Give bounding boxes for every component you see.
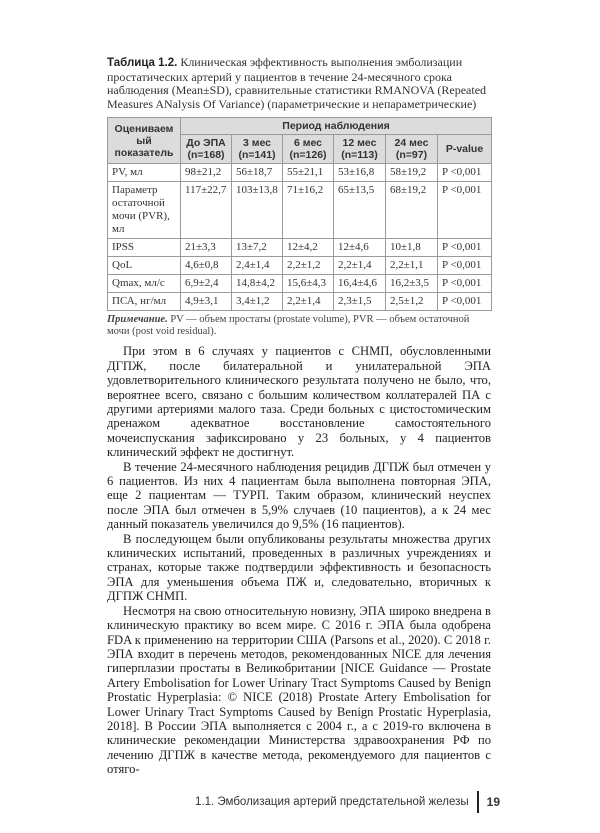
row-label: Qmax, мл/с [107, 274, 181, 294]
table-caption: Таблица 1.2. Клиническая эффективность в… [107, 55, 492, 111]
body-text: При этом в 6 случаях у пациентов с СНМП,… [107, 344, 491, 776]
row-label: QoL [107, 256, 181, 276]
cell-value: 103±13,8 [231, 181, 283, 240]
column-label: 24 мес [394, 137, 429, 150]
note-text: PV — объем простаты (prostate volume), P… [107, 314, 470, 338]
cell-value: 21±3,3 [180, 238, 232, 258]
column-n: (n=97) [395, 149, 428, 162]
header-column: 3 мес (n=141) [231, 134, 283, 165]
cell-value: 14,8±4,2 [231, 274, 283, 294]
cell-value: 15,6±4,3 [282, 274, 334, 294]
column-label: 6 мес [293, 137, 323, 150]
cell-value: 3,4±1,2 [231, 292, 283, 312]
cell-value: 71±16,2 [282, 181, 334, 240]
column-n: (n=113) [341, 149, 378, 162]
cell-pvalue: P <0,001 [436, 292, 493, 312]
cell-value: 55±21,1 [282, 163, 334, 183]
cell-value: 53±16,8 [333, 163, 386, 183]
cell-value: 65±13,5 [333, 181, 386, 240]
cell-value: 2,4±1,4 [231, 256, 283, 276]
table-row: Qmax, мл/с 6,9±2,4 14,8±4,2 15,6±4,3 16,4±4,… [107, 274, 493, 294]
cell-value: 10±1,8 [385, 238, 438, 258]
table-row: QoL 4,6±0,8 2,4±1,4 2,2±1,2 2,2±1,4 2,2±1,1 P … [107, 256, 493, 276]
row-label: IPSS [107, 238, 181, 258]
cell-value: 4,6±0,8 [180, 256, 232, 276]
cell-value: 117±22,7 [180, 181, 232, 240]
header-column: 24 мес (n=97) [385, 134, 438, 165]
column-n: (n=168) [187, 149, 225, 162]
cell-value: 12±4,6 [333, 238, 386, 258]
row-label: ПСА, нг/мл [107, 292, 181, 312]
cell-value: 2,2±1,4 [282, 292, 334, 312]
header-column: До ЭПА (n=168) [180, 134, 232, 165]
cell-pvalue: P <0,001 [436, 181, 493, 240]
column-label: 12 мес [342, 137, 377, 150]
paragraph: Несмотря на свою относительную новизну, … [107, 603, 491, 777]
cell-value: 68±19,2 [385, 181, 438, 240]
header-parameter: Оцениваемый показатель [107, 117, 181, 165]
table-caption-text: Клиническая эффективность выполнения эмб… [107, 55, 487, 111]
cell-value: 2,5±1,2 [385, 292, 438, 312]
column-n: (n=141) [238, 149, 276, 162]
column-n: (n=126) [289, 149, 327, 162]
cell-value: 98±21,2 [180, 163, 232, 183]
paragraph: При этом в 6 случаях у пациентов с СНМП,… [107, 344, 491, 460]
cell-value: 2,2±1,4 [333, 256, 386, 276]
cell-value: 6,9±2,4 [180, 274, 232, 294]
cell-value: 2,2±1,2 [282, 256, 334, 276]
table-caption-label: Таблица 1.2. [107, 57, 178, 69]
column-label: До ЭПА [186, 137, 226, 150]
cell-value: 12±4,2 [282, 238, 334, 258]
row-label: Параметр остаточной мочи (PVR), мл [107, 181, 181, 240]
table-row: IPSS 21±3,3 13±7,2 12±4,2 12±4,6 10±1,8 P <0,0… [107, 238, 493, 258]
footer-divider [476, 790, 479, 813]
cell-value: 13±7,2 [231, 238, 283, 258]
header-column: 6 мес (n=126) [282, 134, 334, 165]
cell-value: 4,9±3,1 [180, 292, 232, 312]
table-row: ПСА, нг/мл 4,9±3,1 3,4±1,2 2,2±1,4 2,3±1,5 2,… [107, 292, 493, 312]
cell-pvalue: P <0,001 [436, 256, 493, 276]
column-label: 3 мес [242, 137, 272, 150]
cell-value: 16,4±4,6 [333, 274, 386, 294]
table-row: Параметр остаточной мочи (PVR), мл 117±22… [107, 181, 493, 240]
cell-value: 16,2±3,5 [385, 274, 438, 294]
paragraph: В течение 24-месячного наблюдения рециди… [107, 459, 491, 532]
results-table: Оцениваемый показатель Период наблюдения… [107, 117, 493, 312]
row-label: PV, мл [107, 163, 181, 183]
paragraph: В последующем были опубликованы результа… [107, 531, 491, 604]
page-number: 19 [486, 794, 500, 809]
page: Таблица 1.2. Клиническая эффективность в… [107, 55, 500, 813]
header-column: 12 мес (n=113) [333, 134, 386, 165]
cell-value: 58±19,2 [385, 163, 438, 183]
cell-pvalue: P <0,001 [436, 274, 493, 294]
page-footer: 1.1. Эмболизация артерий предстательной … [107, 790, 500, 813]
cell-pvalue: P <0,001 [436, 238, 493, 258]
cell-value: 2,3±1,5 [333, 292, 386, 312]
note-label: Примечание. [107, 314, 168, 326]
cell-pvalue: P <0,001 [436, 163, 493, 183]
running-footer-section: 1.1. Эмболизация артерий предстательной … [195, 795, 469, 808]
header-period: Период наблюдения [179, 117, 493, 136]
cell-value: 2,2±1,1 [385, 256, 438, 276]
table-note: Примечание. PV — объем простаты (prostat… [107, 314, 492, 338]
cell-value: 56±18,7 [231, 163, 283, 183]
header-pvalue: P-value [436, 134, 493, 165]
table-row: PV, мл 98±21,2 56±18,7 55±21,1 53±16,8 58±19,… [107, 163, 493, 183]
